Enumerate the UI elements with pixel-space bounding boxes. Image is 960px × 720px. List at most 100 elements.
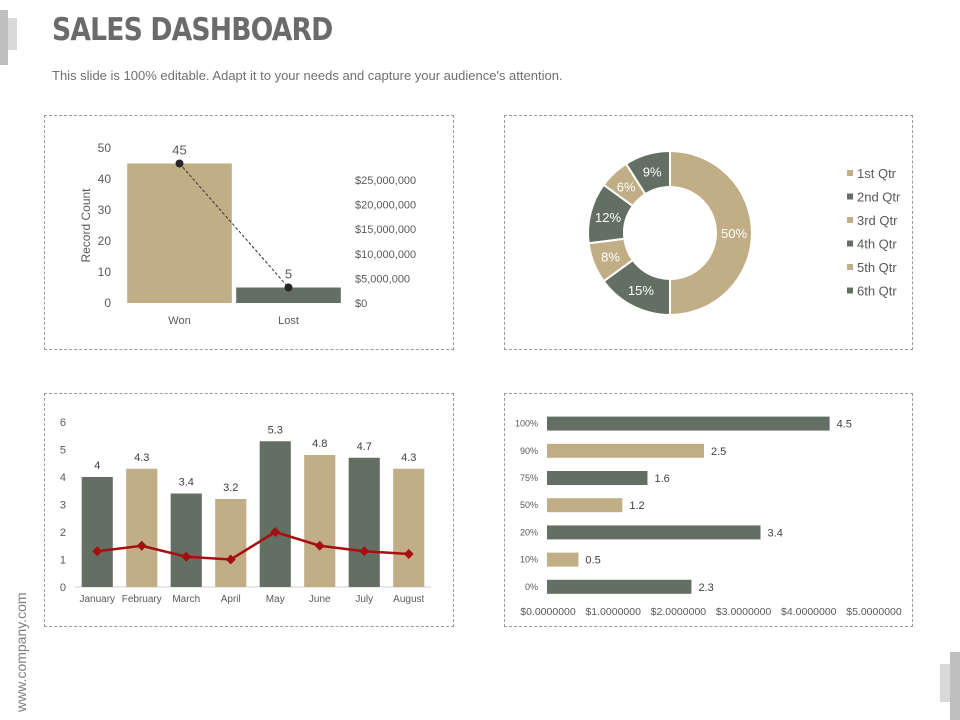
data-label: 4.5 [837, 419, 852, 431]
y-tick-label: 10 [98, 265, 112, 279]
trend-marker [136, 540, 147, 551]
y-tick-label: 30 [98, 203, 112, 217]
trend-marker [225, 554, 236, 565]
trend-line [179, 163, 289, 288]
data-label: 3.4 [179, 477, 194, 489]
legend-label: 1st Qtr [857, 166, 897, 181]
slice-label: 8% [601, 250, 620, 265]
won-lost-chart-panel: 0 10 20 30 40 50 $0 $5,000,000 $10,000,000 $15,00… [44, 115, 454, 350]
legend-label: 2nd Qtr [857, 190, 901, 205]
hbar-5 [547, 525, 761, 540]
legend-swatch [847, 193, 853, 200]
bar-march [170, 493, 202, 587]
quarter-donut-panel: 50% 1st Qtr 15% 2nd Qtr 8% 3rd Qtr 12% 4th Qtr 6… [504, 115, 913, 350]
company-url: www.company.com [13, 592, 29, 712]
y-tick-label: 5 [60, 445, 66, 457]
hbar-2 [547, 443, 704, 458]
page-title: SALES DASHBOARD [52, 12, 333, 48]
data-label: 4 [94, 460, 100, 472]
trend-marker [92, 546, 103, 557]
legend-label: 4th Qtr [857, 237, 897, 252]
data-label: 4.3 [134, 452, 149, 464]
y-tick-label: 20% [520, 527, 538, 537]
bar-august [393, 468, 425, 587]
slice-label: 12% [595, 210, 621, 225]
slice-label: 50% [721, 226, 747, 241]
y-tick-label: 10% [520, 555, 538, 565]
data-label: 4.3 [401, 452, 416, 464]
data-label: 5 [285, 267, 292, 282]
legend-label: 3rd Qtr [857, 213, 898, 228]
y2-tick-label: $5,000,000 [355, 273, 410, 285]
x-tick-label: February [122, 594, 162, 605]
bar-may [259, 441, 291, 587]
trend-marker [314, 540, 325, 551]
donut-slice-1 [669, 149, 753, 317]
y-tick-label: 50% [520, 500, 538, 510]
monthly-chart: 0 1 2 3 4 5 6 4 January 4.3 February 3.4 March 3.2 Apr… [60, 417, 431, 605]
x-tick-label: $3.0000000 [716, 606, 772, 618]
bar-january [81, 477, 113, 587]
trend-marker [359, 546, 370, 557]
y-tick-label: 90% [520, 446, 538, 456]
trend-marker [403, 549, 414, 559]
y2-tick-label: $10,000,000 [355, 249, 416, 261]
y-tick-label: 3 [60, 500, 66, 512]
x-tick-label: July [355, 594, 373, 605]
trend-marker [181, 551, 192, 562]
x-tick-label: $5.0000000 [846, 606, 902, 618]
y2-tick-label: $25,000,000 [355, 175, 416, 187]
y-tick-label: 4 [60, 472, 66, 484]
bar-february [126, 468, 158, 587]
data-label: 1.6 [654, 473, 669, 485]
hbar-1 [547, 416, 830, 431]
legend-swatch [847, 240, 853, 247]
slice-label: 6% [617, 179, 636, 194]
y2-tick-label: $20,000,000 [355, 200, 416, 212]
x-tick-label: $0.0000000 [520, 606, 576, 618]
legend-swatch [847, 170, 853, 176]
trend-marker [270, 527, 281, 537]
x-tick-label: May [266, 594, 285, 605]
trend-point [175, 159, 184, 168]
y2-tick-label: $15,000,000 [355, 224, 416, 236]
right-accent-bar [950, 652, 960, 720]
data-label: 5.3 [268, 424, 283, 436]
hbar-6 [547, 552, 579, 567]
x-tick-label: $2.0000000 [651, 606, 707, 618]
horizontal-bar-panel: 100% 4.5 90% 2.5 75% 1.6 50% 1.2 20% 3.4 10% 0.5 0% 2… [504, 393, 913, 627]
bar-june [304, 455, 336, 587]
y-tick-label: 6 [60, 417, 66, 429]
x-tick-label: August [393, 594, 424, 605]
y-tick-label: 0 [104, 296, 111, 310]
bar-lost [236, 287, 341, 303]
hbar-3 [547, 471, 648, 485]
slice-label: 15% [628, 283, 654, 298]
x-tick-label: March [172, 594, 200, 605]
left-accent-bar [0, 10, 8, 65]
y-tick-label: 2 [60, 527, 66, 539]
x-tick-label: Lost [278, 315, 299, 327]
data-label: 4.8 [312, 438, 327, 450]
legend-swatch [847, 287, 853, 294]
slice-label: 9% [643, 165, 662, 180]
x-tick-label: $1.0000000 [585, 606, 641, 618]
page-subtitle: This slide is 100% editable. Adapt it to… [52, 68, 563, 83]
x-tick-label: Won [168, 315, 190, 327]
quarter-donut-chart: 50% 1st Qtr 15% 2nd Qtr 8% 3rd Qtr 12% 4th Qtr 6… [587, 149, 901, 317]
hbar-7 [547, 579, 692, 594]
data-label: 0.5 [585, 555, 600, 567]
y-axis-title: Record Count [79, 188, 93, 263]
data-label: 3.4 [768, 527, 783, 539]
x-tick-label: January [79, 594, 115, 605]
legend-swatch [847, 217, 853, 223]
horizontal-bar-chart: 100% 4.5 90% 2.5 75% 1.6 50% 1.2 20% 3.4 10% 0.5 0% 2… [515, 416, 902, 618]
data-label: 1.2 [629, 500, 644, 512]
x-tick-label: $4.0000000 [781, 606, 837, 618]
left-accent-bar-light [8, 18, 17, 50]
hbar-4 [547, 498, 623, 513]
bar-april [215, 499, 247, 587]
right-accent-bar-light [940, 664, 950, 702]
y-tick-label: 1 [60, 555, 66, 567]
monthly-chart-panel: 0 1 2 3 4 5 6 4 January 4.3 February 3.4 March 3.2 Apr… [44, 393, 454, 627]
